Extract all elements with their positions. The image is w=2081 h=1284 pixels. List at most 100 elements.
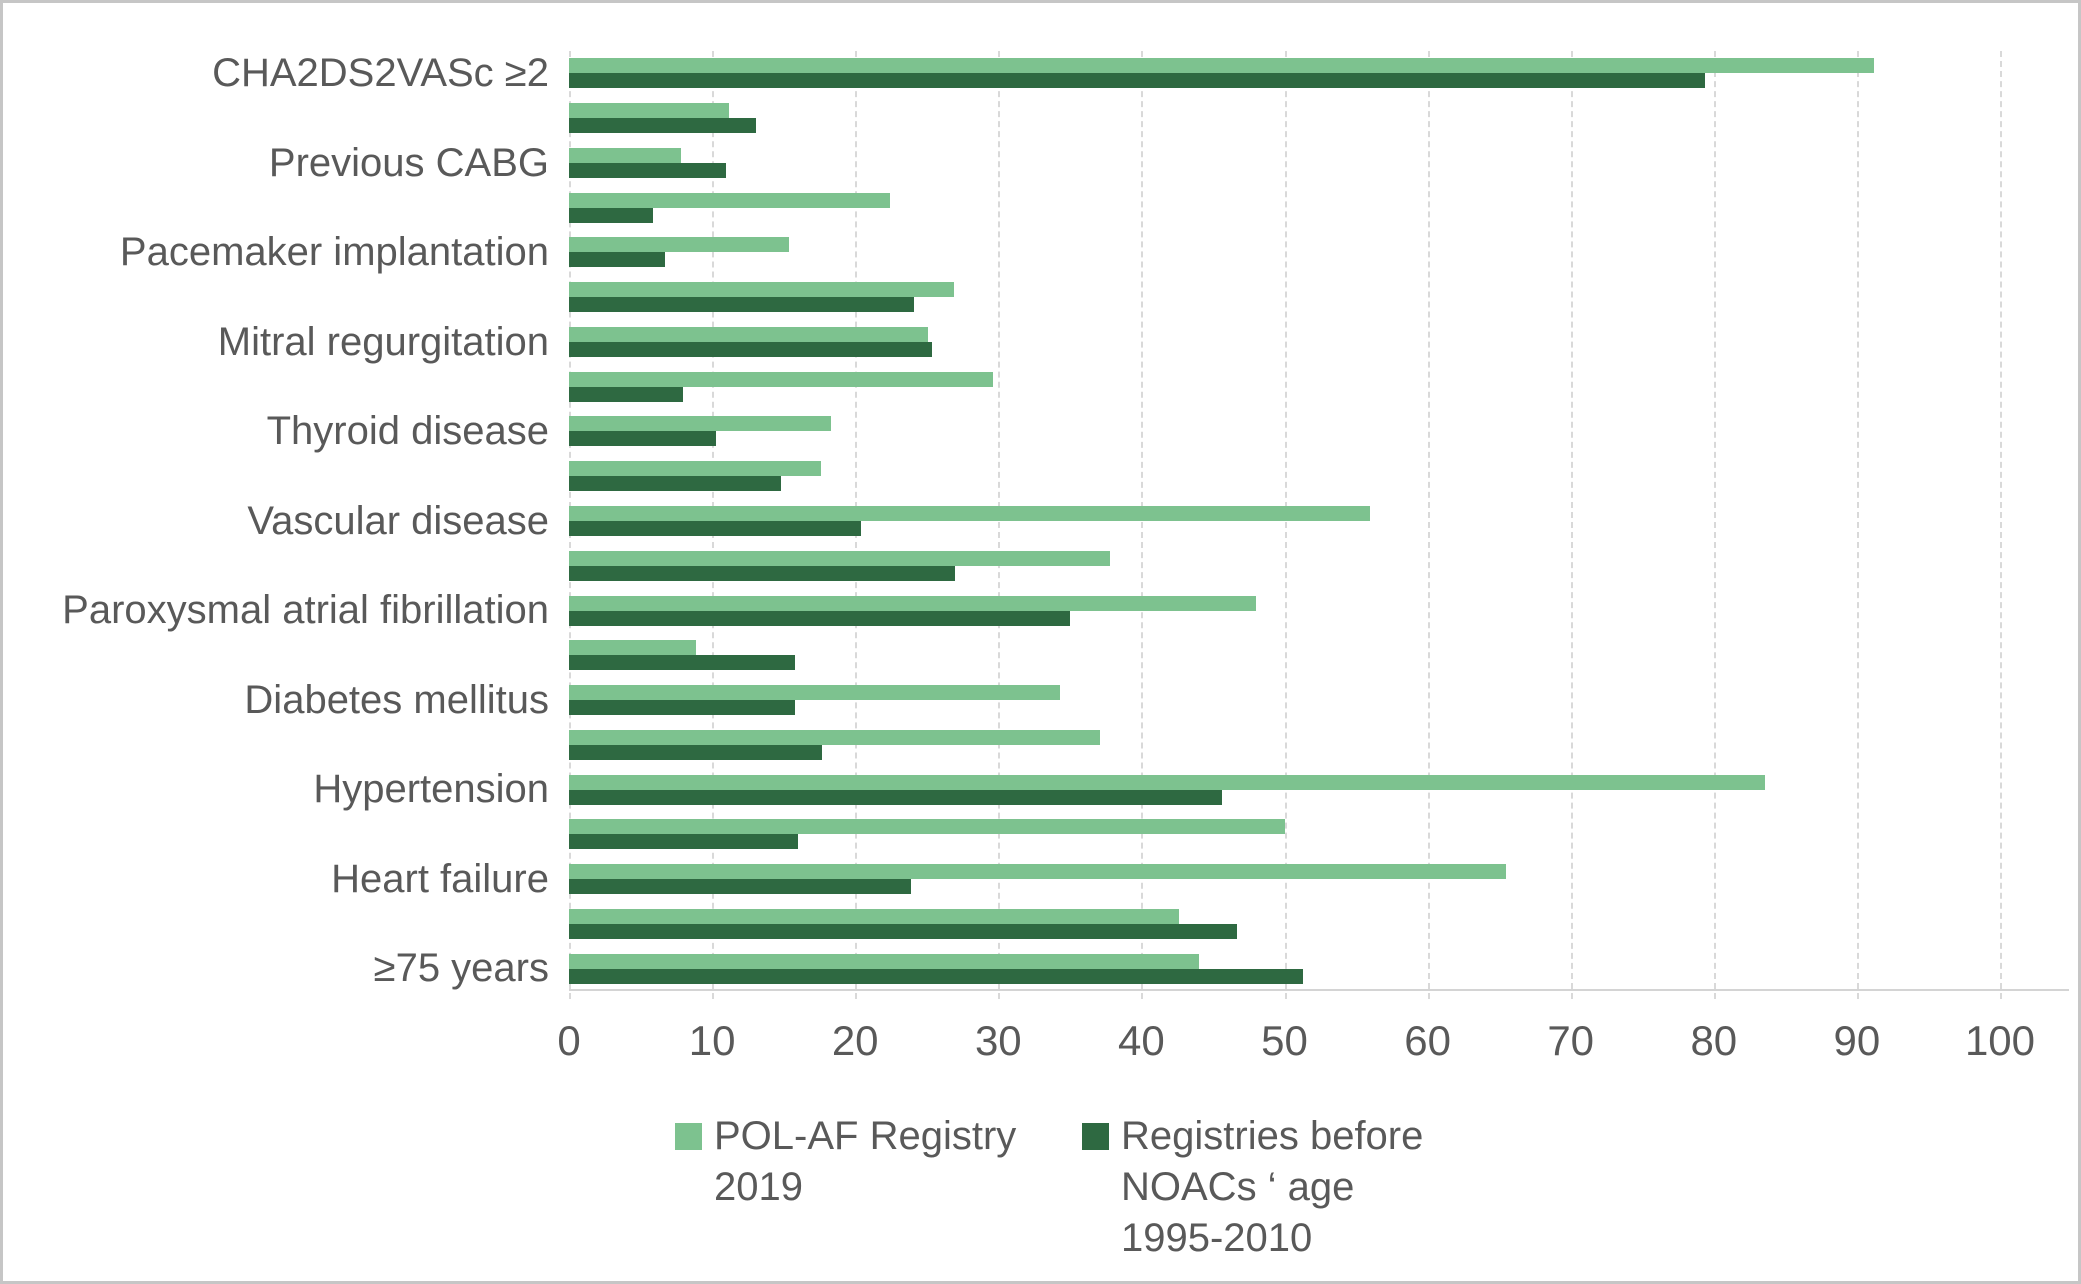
- x-tick-label-60: 60: [1404, 1017, 1451, 1064]
- x-tick-label-80: 80: [1690, 1017, 1738, 1064]
- bar-pol-af-row-9: [569, 461, 821, 477]
- x-tick-label-10: 10: [688, 1017, 736, 1064]
- bar-pol-af-row-7: [569, 371, 993, 387]
- bar-pol-af-row-6: [569, 326, 929, 342]
- x-tick-label-50: 50: [1261, 1017, 1308, 1064]
- legend-swatch-pol-af-registry: [675, 1123, 702, 1150]
- x-tick-label-0: 0: [557, 1017, 581, 1064]
- bar-row-7: [569, 364, 2069, 409]
- bar-pol-af-row-11: [569, 550, 1110, 566]
- x-axis-tick-labels: 0 10 20 30 40 50 60 70 80 90 100: [3, 1017, 2078, 1069]
- bar-pre-noac-row-0: [569, 73, 1706, 89]
- category-label-paroxysmal-atrial-fibrillation: Paroxysmal atrial fibrillation: [62, 588, 549, 633]
- x-tick-label-30: 30: [974, 1017, 1022, 1064]
- category-label-thyroid-disease: Thyroid disease: [266, 409, 549, 454]
- legend: POL-AF Registry 2019 Registries before N…: [675, 1111, 1427, 1264]
- bar-pre-noac-row-9: [569, 476, 781, 492]
- bar-pol-af-row-12: [569, 595, 1256, 611]
- bar-pre-noac-row-8: [569, 431, 717, 447]
- bar-pre-noac-row-7: [569, 386, 684, 402]
- bar-pol-af-row-8: [569, 416, 831, 432]
- x-tick-label-40: 40: [1118, 1017, 1165, 1064]
- bar-row-19: [569, 901, 2069, 946]
- bar-pol-af-row-10: [569, 505, 1371, 521]
- bar-row-13: [569, 633, 2069, 678]
- bar-pre-noac-row-12: [569, 610, 1070, 626]
- bar-pol-af-row-19: [569, 908, 1179, 924]
- bar-row-10-vascular-disease: [569, 499, 2069, 544]
- bar-row-11: [569, 543, 2069, 588]
- legend-label-pre-noac-registries: Registries before NOACs ‘ age 1995-2010: [1121, 1114, 1424, 1260]
- bar-row-14-diabetes-mellitus: [569, 678, 2069, 723]
- bar-pre-noac-row-14: [569, 700, 796, 716]
- gridline-x-80: [1713, 51, 1716, 999]
- x-tick-label-20: 20: [831, 1017, 879, 1064]
- category-label-vascular-disease: Vascular disease: [247, 498, 549, 543]
- bar-pre-noac-row-17: [569, 834, 798, 850]
- category-label-heart-failure: Heart failure: [331, 856, 549, 901]
- category-label-mitral-regurgitation: Mitral regurgitation: [217, 319, 549, 364]
- bar-pre-noac-row-5: [569, 297, 914, 313]
- x-tick-label-70: 70: [1547, 1017, 1595, 1064]
- bar-pre-noac-row-10: [569, 520, 861, 536]
- bar-pre-noac-row-4: [569, 252, 665, 268]
- gridline-x-70: [1570, 51, 1573, 999]
- bar-pre-noac-row-16: [569, 789, 1222, 805]
- bar-pol-af-row-17: [569, 819, 1285, 835]
- gridline-x-60: [1427, 51, 1430, 999]
- bar-pol-af-row-13: [569, 640, 697, 656]
- bar-row-16-hypertension: [569, 767, 2069, 812]
- bar-pol-af-row-14: [569, 685, 1060, 701]
- bar-pre-noac-row-15: [569, 744, 823, 760]
- category-axis-labels: CHA2DS2VASc ≥2 Previous CABG Pacemaker imp…: [3, 51, 549, 991]
- bar-row-0-cha2ds2vasc-2: [569, 51, 2069, 96]
- category-label-hypertension: Hypertension: [313, 767, 549, 812]
- bar-pre-noac-row-13: [569, 655, 796, 671]
- category-label-cha2ds2vasc-2: CHA2DS2VASc ≥2: [212, 51, 549, 95]
- bar-pre-noac-row-20: [569, 968, 1304, 984]
- gridline-x-90: [1856, 51, 1859, 999]
- bar-pol-af-row-0: [569, 58, 1875, 74]
- bar-row-12-paroxysmal-atrial-fibrillation: [569, 588, 2069, 633]
- bar-pre-noac-row-19: [569, 923, 1238, 939]
- bar-row-15: [569, 722, 2069, 767]
- bar-pol-af-row-5: [569, 282, 954, 298]
- legend-label-pol-af-registry: POL-AF Registry 2019: [714, 1114, 1017, 1209]
- bar-pol-af-row-2: [569, 147, 681, 163]
- bar-pre-noac-row-2: [569, 162, 727, 178]
- category-label-previous-cabg: Previous CABG: [268, 140, 549, 185]
- bar-pol-af-row-1: [569, 103, 730, 119]
- bar-pre-noac-row-18: [569, 879, 911, 895]
- category-label-diabetes-mellitus: Diabetes mellitus: [244, 677, 549, 722]
- x-axis-line: [569, 989, 2069, 991]
- bar-row-6-mitral-regurgitation: [569, 320, 2069, 365]
- bar-pre-noac-row-6: [569, 341, 933, 357]
- bar-pol-af-row-3: [569, 192, 890, 208]
- bar-row-3: [569, 185, 2069, 230]
- bar-pre-noac-row-11: [569, 565, 956, 581]
- bar-pre-noac-row-1: [569, 118, 757, 134]
- legend-item-pol-af-registry: POL-AF Registry 2019: [675, 1111, 1020, 1213]
- bar-row-17: [569, 812, 2069, 857]
- gridline-x-50: [1284, 51, 1287, 999]
- legend-swatch-pre-noac-registries: [1082, 1123, 1109, 1150]
- bar-row-18-heart-failure: [569, 857, 2069, 902]
- bar-pol-af-row-4: [569, 237, 790, 253]
- bar-row-4-pacemaker-implantation: [569, 230, 2069, 275]
- bar-row-1: [569, 96, 2069, 141]
- category-label--75-years: ≥75 years: [373, 946, 549, 991]
- x-tick-label-100: 100: [1964, 1017, 2036, 1064]
- bar-row-2-previous-cabg: [569, 141, 2069, 186]
- gridline-x-40: [1141, 51, 1144, 999]
- x-tick-label-90: 90: [1833, 1017, 1881, 1064]
- bar-pre-noac-row-3: [569, 207, 654, 223]
- gridline-x-100: [2000, 51, 2002, 999]
- plot-area: [569, 51, 2069, 999]
- bar-pol-af-row-18: [569, 864, 1507, 880]
- bar-row-8-thyroid-disease: [569, 409, 2069, 454]
- bar-row-20--75-years: [569, 946, 2069, 991]
- bar-pol-af-row-15: [569, 729, 1100, 745]
- bar-row-5: [569, 275, 2069, 320]
- legend-item-pre-noac-registries: Registries before NOACs ‘ age 1995-2010: [1082, 1111, 1427, 1264]
